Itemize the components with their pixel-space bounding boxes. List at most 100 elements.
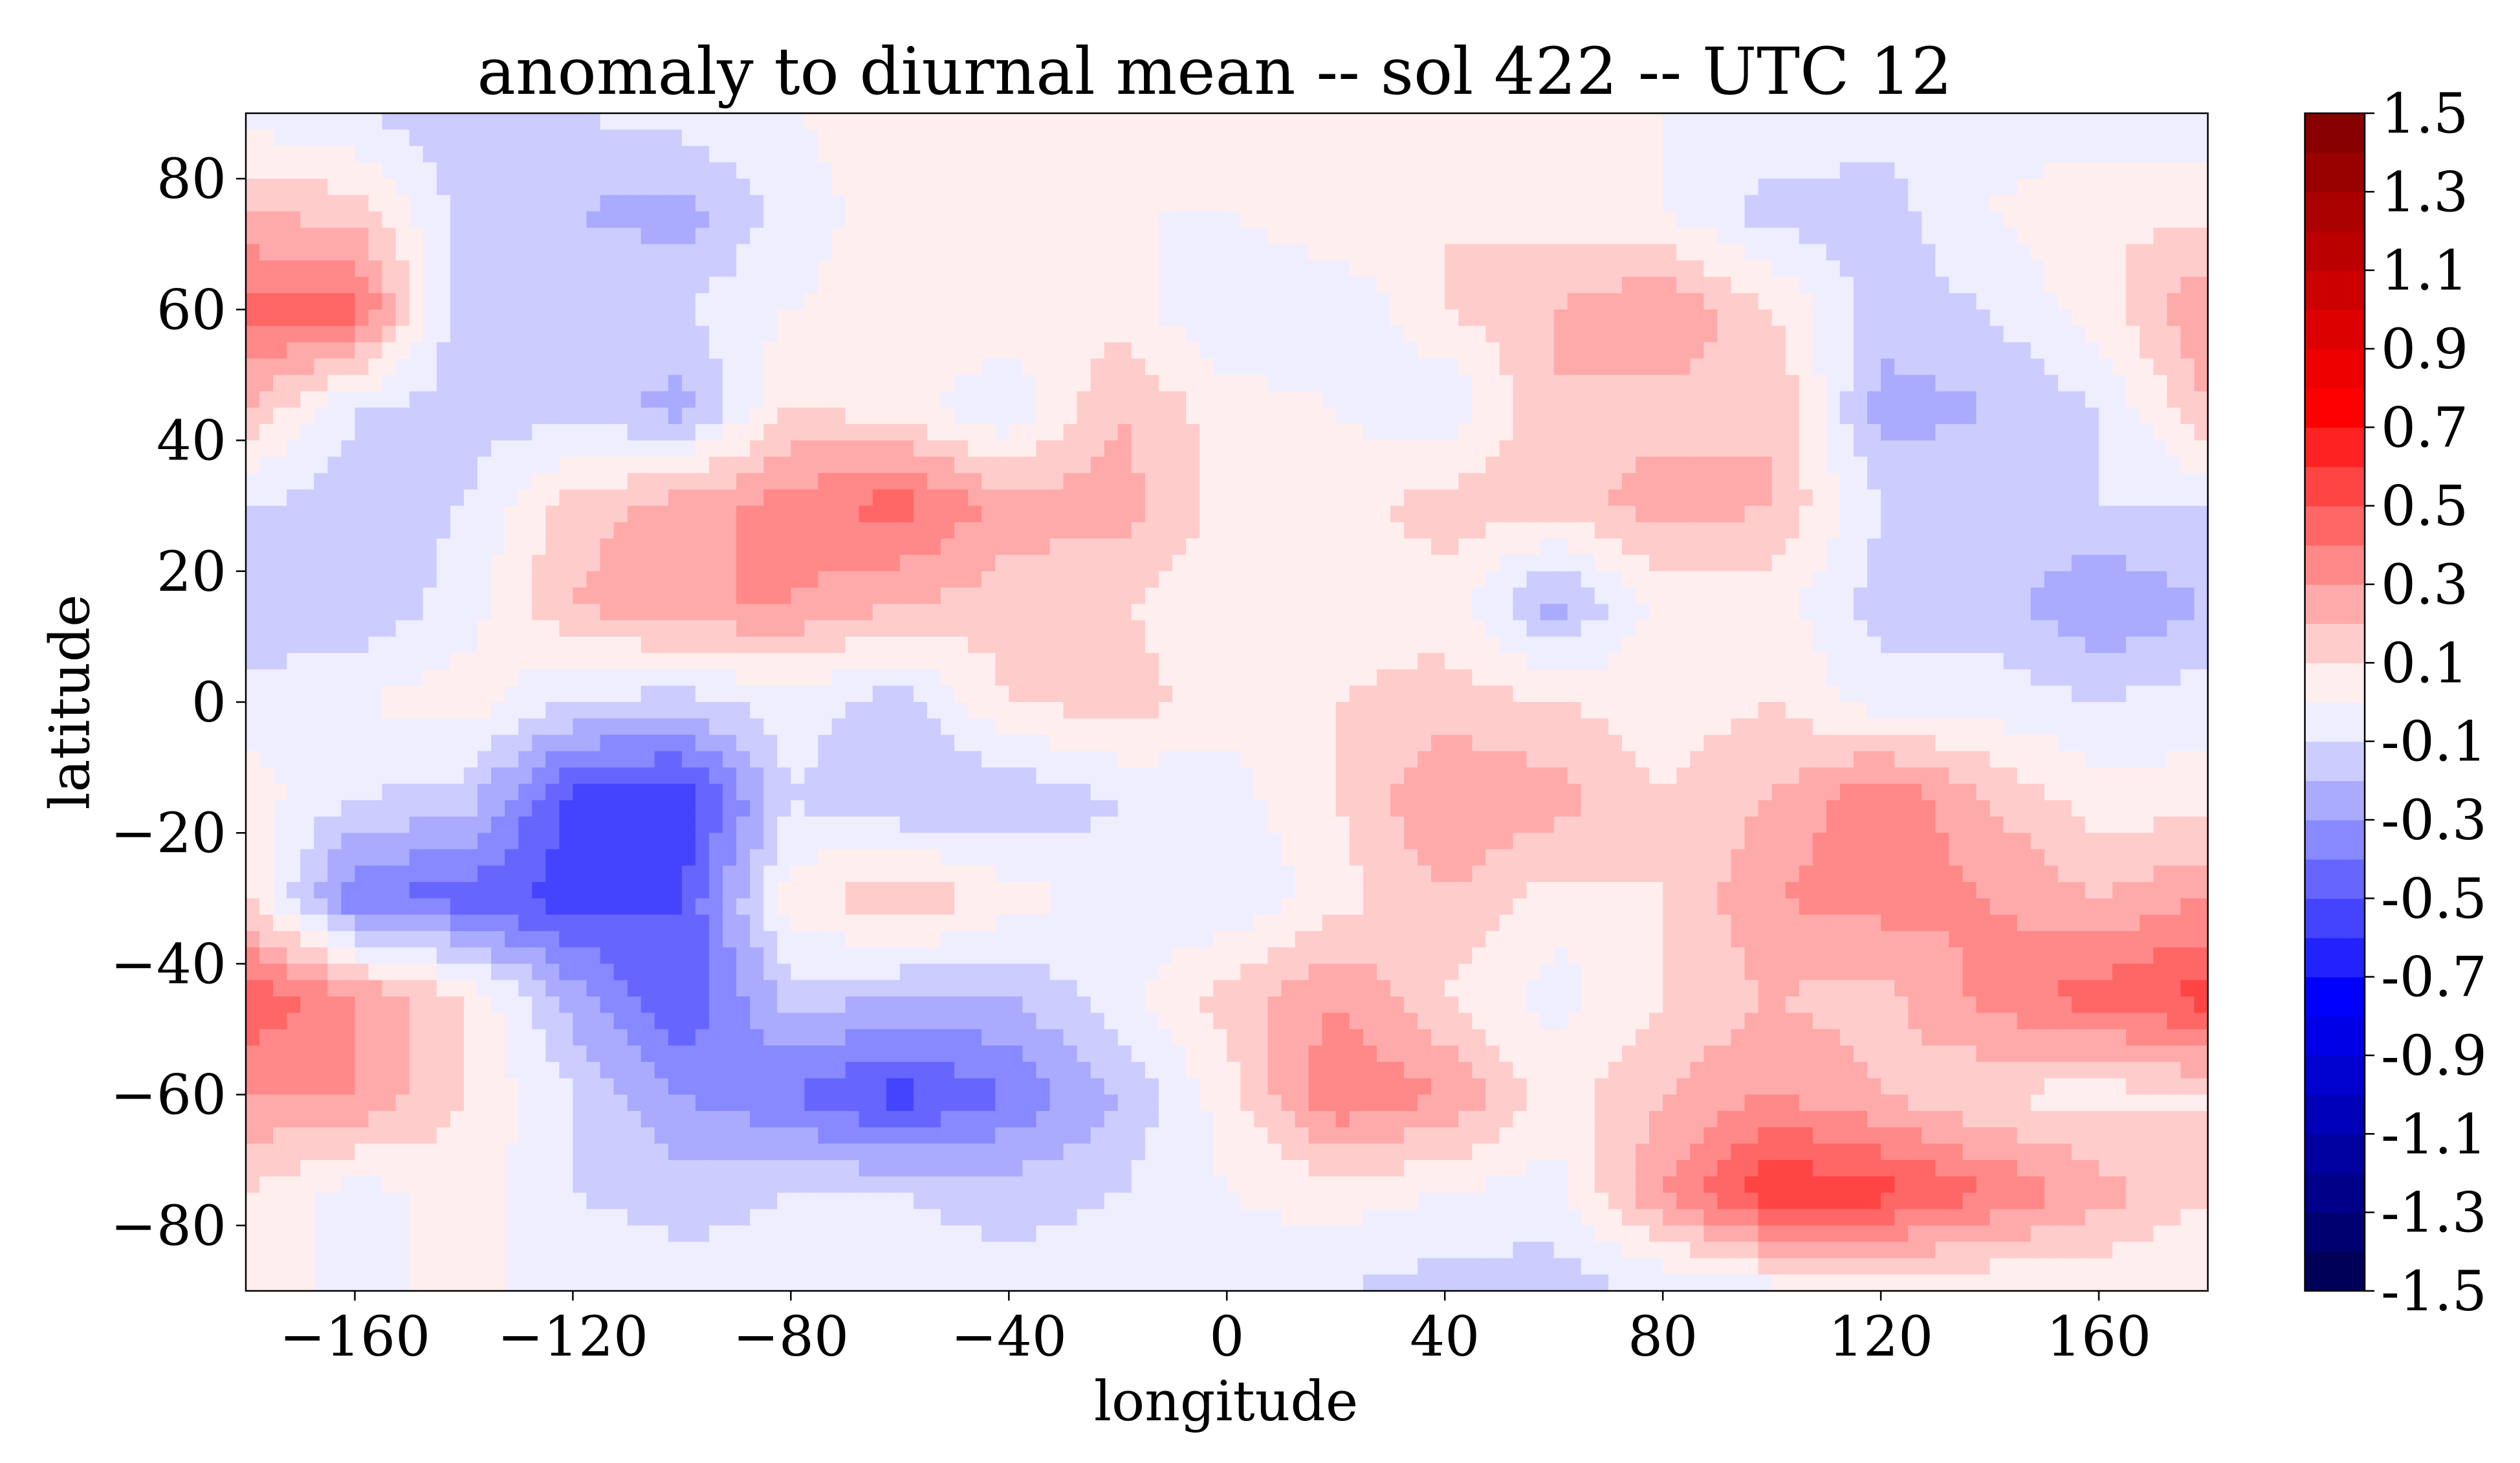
contour-cell <box>1594 440 1609 457</box>
contour-cell <box>1717 620 1732 637</box>
contour-cell <box>981 375 996 392</box>
contour-cell <box>641 555 655 572</box>
contour-cell <box>2140 588 2154 605</box>
contour-cell <box>831 195 846 212</box>
contour-cell <box>2153 456 2168 474</box>
contour-cell <box>1649 620 1664 637</box>
contour-cell <box>573 342 587 360</box>
contour-cell <box>1077 358 1091 376</box>
contour-cell <box>668 669 683 687</box>
contour-cell <box>1949 244 1964 261</box>
contour-cell <box>750 571 765 589</box>
contour-cell <box>1322 162 1337 180</box>
contour-cell <box>273 571 288 589</box>
contour-cell <box>1104 522 1119 540</box>
contour-cell <box>1022 391 1037 408</box>
contour-cell <box>287 636 301 654</box>
contour-cell <box>1976 325 1991 343</box>
contour-cell <box>723 588 738 605</box>
contour-cell <box>287 505 301 523</box>
contour-cell <box>477 391 492 408</box>
contour-cell <box>2099 653 2114 670</box>
contour-cell <box>2017 375 2032 392</box>
contour-cell <box>1349 342 1364 360</box>
contour-cell <box>341 424 356 441</box>
contour-cell <box>355 309 369 327</box>
contour-cell <box>641 129 655 147</box>
contour-cell <box>422 391 437 408</box>
contour-cell <box>641 440 655 457</box>
contour-cell <box>845 211 860 228</box>
contour-cell <box>1526 276 1541 294</box>
contour-cell <box>287 244 301 261</box>
contour-cell <box>532 211 547 228</box>
contour-cell <box>2126 260 2141 278</box>
contour-cell <box>422 227 437 245</box>
contour-cell <box>818 342 833 360</box>
contour-cell <box>1935 276 1950 294</box>
contour-cell <box>763 358 778 376</box>
contour-cell <box>2003 146 2018 163</box>
contour-cell <box>422 440 437 457</box>
contour-cell <box>1567 555 1582 572</box>
contour-cell <box>2099 113 2114 131</box>
contour-cell <box>409 391 424 408</box>
contour-cell <box>2180 636 2195 654</box>
contour-cell <box>1145 669 1159 687</box>
contour-cell <box>995 505 1010 523</box>
contour-cell <box>2057 571 2072 589</box>
contour-cell <box>1418 325 1432 343</box>
contour-cell <box>1649 162 1664 180</box>
contour-cell <box>1117 309 1132 327</box>
contour-cell <box>1022 146 1037 163</box>
contour-cell <box>559 505 574 523</box>
contour-cell <box>791 473 805 490</box>
contour-cell <box>1663 473 1678 490</box>
contour-cell <box>246 588 261 605</box>
contour-cell <box>723 669 738 687</box>
contour-cell <box>791 456 805 474</box>
contour-cell <box>641 653 655 670</box>
contour-cell <box>763 244 778 261</box>
contour-cell <box>355 276 369 294</box>
contour-cell <box>1799 604 1813 621</box>
contour-cell <box>1894 211 1909 228</box>
contour-cell <box>2194 195 2209 212</box>
contour-cell <box>913 489 928 507</box>
contour-cell <box>2044 342 2059 360</box>
contour-cell <box>1009 440 1024 457</box>
contour-cell <box>477 146 492 163</box>
contour-cell <box>736 669 751 687</box>
contour-cell <box>613 522 628 540</box>
contour-cell <box>709 146 724 163</box>
contour-cell <box>1704 293 1718 311</box>
contour-cell <box>695 620 710 637</box>
contour-cell <box>1227 113 1242 131</box>
contour-cell <box>2099 489 2114 507</box>
contour-cell <box>2085 653 2100 670</box>
contour-cell <box>2167 375 2182 392</box>
contour-cell <box>573 113 587 131</box>
contour-cell <box>1867 636 1882 654</box>
contour-cell <box>1499 146 1514 163</box>
contour-cell <box>1117 604 1132 621</box>
contour-cell <box>1812 391 1827 408</box>
contour-cell <box>2126 653 2141 670</box>
contour-cell <box>1213 604 1228 621</box>
contour-cell <box>491 588 506 605</box>
contour-cell <box>804 113 819 131</box>
contour-cell <box>1526 408 1541 425</box>
contour-cell <box>1581 669 1595 687</box>
contour-cell <box>1799 489 1813 507</box>
contour-cell <box>723 146 738 163</box>
contour-cell <box>899 604 914 621</box>
contour-cell <box>368 620 383 637</box>
contour-cell <box>1049 179 1064 196</box>
contour-cell <box>1458 179 1473 196</box>
contour-cell <box>1200 244 1214 261</box>
contour-cell <box>791 146 805 163</box>
contour-cell <box>1499 669 1514 687</box>
contour-cell <box>981 227 996 245</box>
contour-cell <box>709 293 724 311</box>
contour-cell <box>913 456 928 474</box>
